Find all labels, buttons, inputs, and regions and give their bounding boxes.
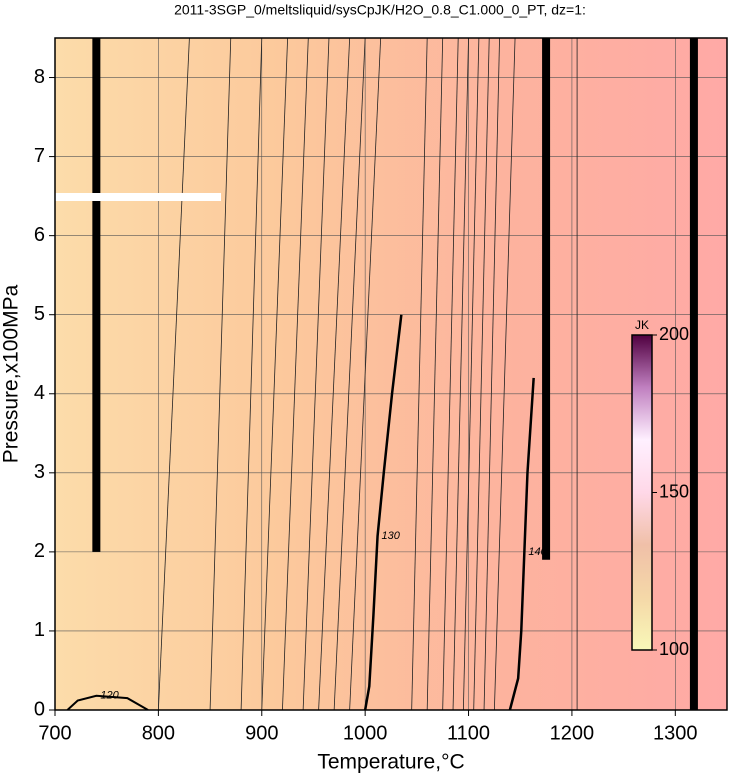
x-tick-label: 1000 — [343, 722, 388, 744]
y-tick-label: 0 — [34, 698, 45, 720]
contour-line — [426, 38, 444, 710]
contour-line — [462, 38, 480, 710]
chart-title: 2011-3SGP_0/meltsliquid/sysCpJK/H2O_0.8_… — [174, 2, 586, 18]
contour-line — [66, 694, 149, 710]
contour-line — [363, 314, 403, 710]
colorbar-tick-label: 100 — [659, 639, 689, 659]
y-axis-label: Pressure,x100MPa — [0, 284, 23, 463]
y-tick-label: 5 — [34, 303, 45, 325]
x-tick-label: 800 — [142, 722, 175, 744]
colorbar-label: JK — [635, 318, 649, 332]
x-tick-label: 1300 — [653, 722, 698, 744]
x-tick-label: 1200 — [550, 722, 595, 744]
contour-line — [483, 38, 500, 710]
y-tick-label: 1 — [34, 619, 45, 641]
contour-line — [261, 38, 289, 710]
contour-line — [349, 38, 382, 710]
colorbar — [631, 334, 653, 651]
colorbar-tick-label: 150 — [659, 481, 689, 501]
contour-line — [209, 38, 232, 710]
contour-line — [157, 38, 190, 710]
contour-line — [333, 38, 366, 710]
contour-line — [282, 38, 309, 710]
contour-line — [508, 377, 535, 710]
contour-label: 120 — [100, 690, 119, 702]
y-tick-label: 7 — [34, 145, 45, 167]
contour-line — [411, 38, 428, 710]
y-tick-label: 8 — [34, 66, 45, 88]
colorbar-tick-label: 200 — [659, 324, 689, 344]
x-tick-label: 700 — [38, 722, 71, 744]
plot-background — [55, 38, 727, 710]
contour-line — [442, 38, 459, 710]
contour-label: 130 — [382, 530, 401, 542]
y-tick-label: 6 — [34, 224, 45, 246]
plot-frame — [54, 37, 728, 711]
y-tick-label: 3 — [34, 461, 45, 483]
x-tick-label: 900 — [245, 722, 278, 744]
contour-line — [318, 38, 351, 710]
x-axis-label: Temperature,°C — [317, 751, 464, 774]
contour-line — [452, 38, 469, 710]
contour-line — [302, 38, 330, 710]
y-tick-label: 2 — [34, 540, 45, 562]
contour-line — [473, 38, 490, 710]
y-tick-label: 4 — [34, 382, 45, 404]
contour-line — [240, 38, 263, 710]
data-gap — [55, 193, 221, 201]
x-tick-label: 1100 — [447, 722, 490, 744]
contour-line — [493, 38, 516, 710]
